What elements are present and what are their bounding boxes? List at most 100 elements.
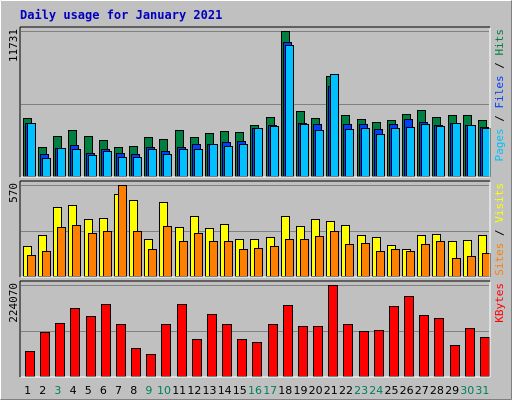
panel-bottom-bar-kbytes-day-29 [450,345,460,377]
x-tick-label-day-16: 16 [248,384,262,397]
panel-middle-bar-sites-day-29 [452,258,461,277]
panel-top-legend-item: / [493,56,506,76]
x-tick-label-day-3: 3 [54,384,61,397]
panel-top-legend-item: Pages [493,128,506,161]
panel-bottom-bar-kbytes-day-13 [207,314,217,377]
panel-bottom-bar-kbytes-day-3 [55,323,65,377]
x-tick-label-day-17: 17 [263,384,277,397]
panel-middle-bar-sites-day-7 [118,185,127,277]
x-tick-label-day-15: 15 [233,384,247,397]
x-tick-label-day-20: 20 [309,384,323,397]
panel-top-bar-pages-day-18 [285,45,294,177]
x-tick-label-day-29: 29 [445,384,459,397]
x-tick-label-day-7: 7 [115,384,122,397]
panel-bottom-bar-kbytes-day-24 [374,330,384,377]
panel-top-bar-pages-day-17 [270,126,279,177]
x-tick-label-day-19: 19 [294,384,308,397]
panel-middle-bar-sites-day-27 [421,244,430,277]
x-tick-label-day-9: 9 [145,384,152,397]
panel-top-ymax-label: 11731 [7,29,20,62]
panel-top-bar-pages-day-10 [163,154,172,177]
x-tick-label-day-28: 28 [430,384,444,397]
panel-bottom-bar-kbytes-day-27 [419,315,429,377]
panel-top-legend: Pages / Files / Hits [493,29,506,162]
panel-bottom-bar-kbytes-day-6 [101,304,111,377]
panel-middle-bar-sites-day-22 [345,244,354,277]
panel-bottom-bar-kbytes-day-1 [25,351,35,377]
panel-top-bar-pages-day-26 [406,127,415,177]
panel-top-legend-item: Hits [493,29,506,56]
panel-middle-bar-sites-day-13 [209,241,218,277]
panel-bottom-bar-kbytes-day-7 [116,324,126,377]
panel-bottom-bar-kbytes-day-30 [465,328,475,377]
panel-middle-bar-sites-day-18 [285,239,294,277]
panel-middle-bar-sites-day-3 [57,227,66,277]
panel-bottom-bar-kbytes-day-5 [86,316,96,377]
panel-bottom-bar-kbytes-day-14 [222,324,232,377]
panel-middle-bar-sites-day-12 [194,233,203,277]
panel-top-bar-pages-day-1 [27,123,36,177]
panel-top-legend-item: / [493,109,506,129]
panel-middle-legend-item: / [493,223,506,243]
panel-bottom-bar-kbytes-day-12 [192,339,202,377]
panel-middle-bar-sites-day-2 [42,251,51,277]
x-tick-label-day-14: 14 [218,384,232,397]
panel-middle-bar-sites-day-26 [406,251,415,277]
panel-bottom-bar-kbytes-day-10 [161,324,171,377]
panel-middle-bar-sites-day-1 [27,255,36,277]
panel-middle-bar-sites-day-21 [330,231,339,277]
panel-top: 11731 Pages / Files / Hits [7,29,506,177]
panel-bottom-bar-kbytes-day-21 [328,285,338,377]
panel-middle-bar-sites-day-16 [254,248,263,277]
panel-middle-bar-sites-day-15 [239,249,248,277]
x-tick-label-day-22: 22 [339,384,353,397]
x-tick-label-day-6: 6 [100,384,107,397]
x-tick-label-day-1: 1 [24,384,31,397]
panel-top-bar-pages-day-29 [452,123,461,177]
panel-bottom-bar-kbytes-day-22 [343,324,353,377]
panel-bottom-bar-kbytes-day-23 [359,331,369,377]
x-tick-label-day-18: 18 [278,384,292,397]
panel-bottom-bar-kbytes-day-17 [268,324,278,377]
panel-middle-bar-sites-day-5 [88,233,97,277]
panel-bottom-bar-kbytes-day-16 [252,342,262,377]
x-tick-label-day-2: 2 [39,384,46,397]
panel-bottom-ymax-label: 224070 [7,283,20,323]
panel-middle-bar-sites-day-19 [300,239,309,277]
panel-middle-bar-sites-day-9 [148,249,157,277]
panel-middle-bar-sites-day-31 [482,253,491,277]
panel-top-legend-item: Files [493,75,506,108]
panel-bottom-bar-kbytes-day-19 [298,326,308,377]
panel-middle-bar-sites-day-11 [179,241,188,277]
panel-top-bar-pages-day-25 [391,128,400,177]
panel-top-bar-pages-day-9 [148,149,157,177]
panel-top-bar-pages-day-6 [103,151,112,177]
panel-bottom-bar-kbytes-day-11 [177,304,187,377]
x-tick-label-day-30: 30 [460,384,474,397]
panel-bottom-legend-item: KBytes [493,283,506,323]
panel-bottom-bar-kbytes-day-18 [283,305,293,377]
panel-bottom-bar-kbytes-day-15 [237,339,247,377]
x-tick-label-day-26: 26 [400,384,414,397]
panel-bottom-bar-kbytes-day-2 [40,332,50,377]
panel-top-bar-pages-day-19 [300,124,309,177]
panel-middle-bar-sites-day-30 [467,256,476,277]
x-tick-label-day-21: 21 [324,384,338,397]
panel-middle-bar-sites-day-24 [376,251,385,277]
x-tick-label-day-5: 5 [85,384,92,397]
panel-top-bar-pages-day-2 [42,158,51,177]
panel-middle-bar-sites-day-20 [315,236,324,277]
x-tick-label-day-13: 13 [203,384,217,397]
panel-top-bar-pages-day-27 [421,124,430,177]
x-tick-label-day-12: 12 [187,384,201,397]
panel-middle-bar-sites-day-4 [72,225,81,277]
panel-middle-bar-sites-day-6 [103,231,112,277]
panel-middle-bar-sites-day-17 [270,246,279,277]
panel-top-bar-pages-day-4 [72,149,81,177]
panel-middle-bar-sites-day-14 [224,241,233,277]
panel-bottom-bar-kbytes-day-9 [146,354,156,377]
panel-top-bar-pages-day-8 [133,157,142,177]
panel-bottom-bar-kbytes-day-25 [389,306,399,377]
panel-middle-legend-item: Visits [493,183,506,223]
